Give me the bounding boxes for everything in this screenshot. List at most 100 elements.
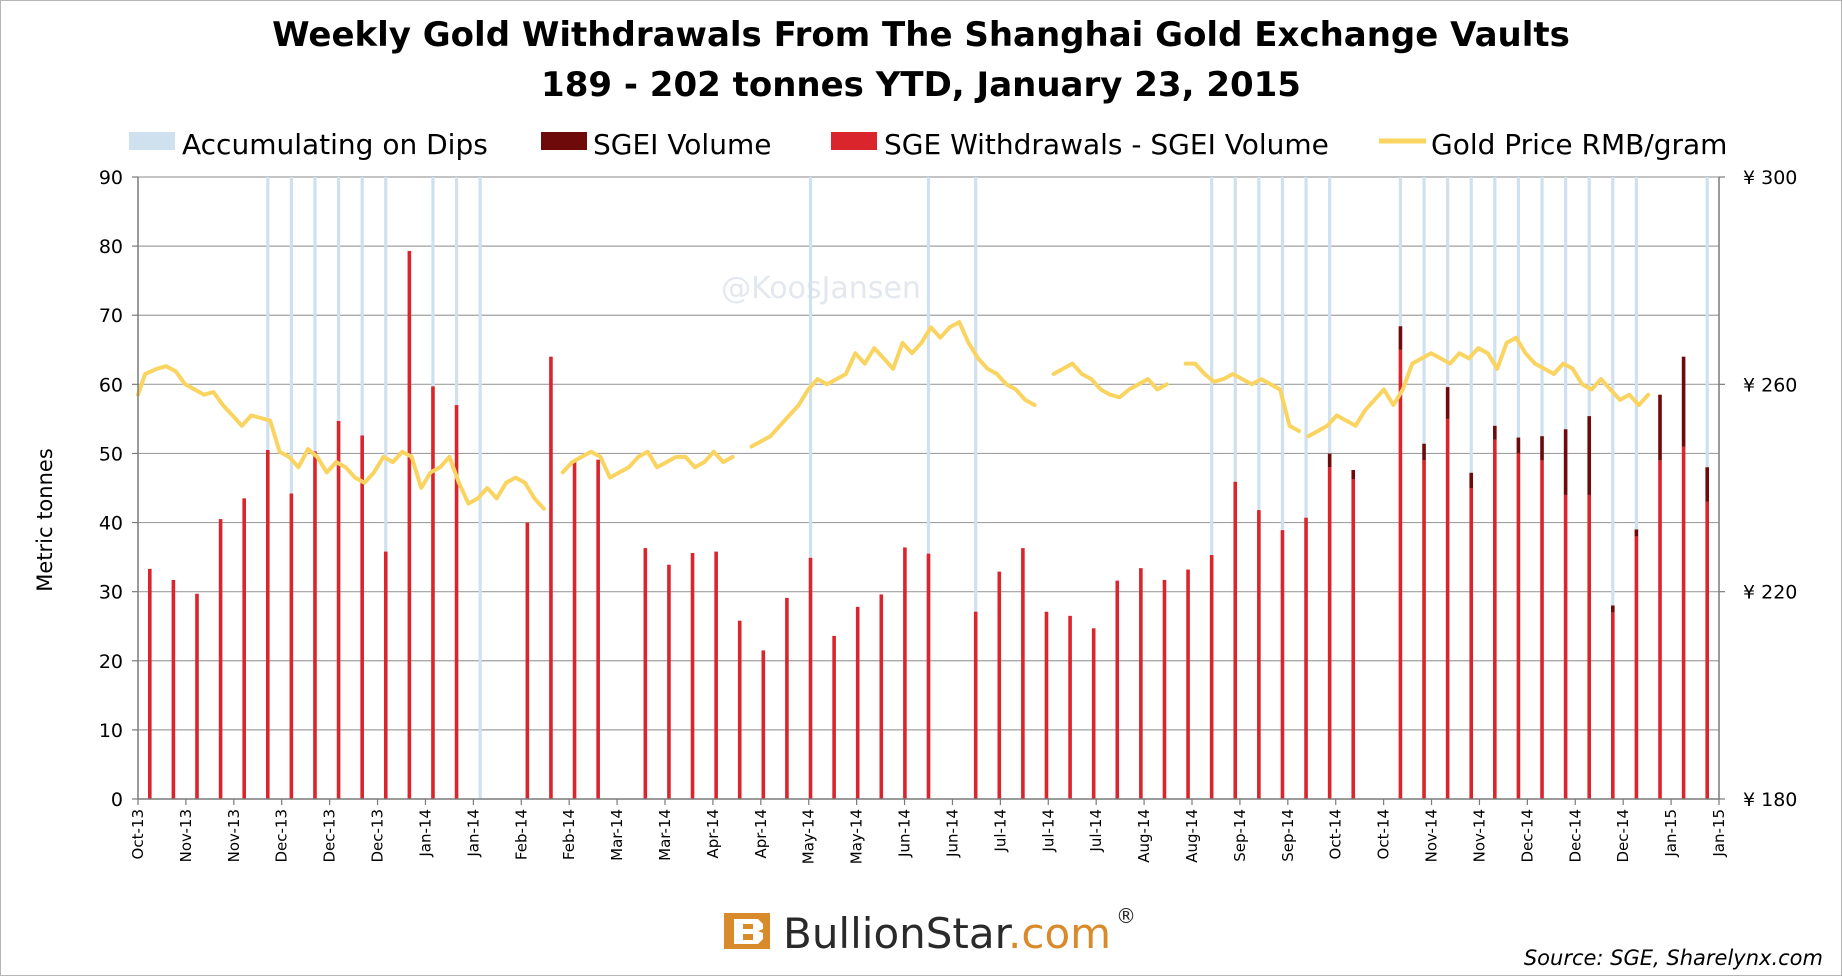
y2-tick-label: ¥ 180 xyxy=(1743,789,1797,811)
x-tick-label: Apr-14 xyxy=(704,809,722,859)
x-tick-label: Aug-14 xyxy=(1135,809,1153,863)
bar-sgei xyxy=(1422,443,1426,461)
bar-sge xyxy=(1257,510,1261,799)
bar-sge xyxy=(832,635,836,799)
bar-sge xyxy=(525,522,530,799)
bar-sge xyxy=(431,386,435,799)
y2-tick-label: ¥ 300 xyxy=(1743,167,1797,189)
chart-title: Weekly Gold Withdrawals From The Shangha… xyxy=(272,15,1570,55)
price-line xyxy=(136,320,1651,511)
bar-sgei xyxy=(1469,472,1474,488)
legend-swatch-sge xyxy=(831,132,877,150)
x-tick-label: Nov-14 xyxy=(1423,809,1441,862)
bar-sge xyxy=(1139,568,1143,799)
bar-sge xyxy=(147,568,152,799)
bar-sge xyxy=(973,611,978,799)
bar-sge xyxy=(1209,555,1214,799)
bar-sgei xyxy=(1563,429,1568,495)
x-tick-label: Aug-14 xyxy=(1183,809,1201,863)
y-tick-label: 10 xyxy=(99,720,123,742)
bar-sge xyxy=(289,493,294,799)
dips-band xyxy=(1210,177,1214,799)
bar-sge xyxy=(407,250,412,800)
legend-label-sgei: SGEI Volume xyxy=(593,128,771,161)
bar-sge xyxy=(1611,612,1615,799)
dips-band xyxy=(1304,177,1308,799)
price-line-segment xyxy=(1051,361,1169,400)
legend-label-price: Gold Price RMB/gram xyxy=(1431,128,1727,161)
chart-subtitle: 189 - 202 tonnes YTD, January 23, 2015 xyxy=(541,65,1301,105)
x-tick-label: Oct-14 xyxy=(1327,809,1345,859)
legend-swatch-dips xyxy=(129,132,175,150)
price-line-segment xyxy=(1306,335,1651,439)
price-line-segment xyxy=(560,449,735,480)
bar-sge xyxy=(1469,488,1474,799)
bar-sge xyxy=(171,579,176,799)
y-axis-label: Metric tonnes xyxy=(33,448,57,592)
x-tick-label: Jul-14 xyxy=(1087,809,1105,853)
x-tick-label: Oct-14 xyxy=(1375,809,1393,859)
x-tick-label: Sep-14 xyxy=(1279,809,1297,862)
bar-sge xyxy=(667,564,671,799)
bar-sge xyxy=(572,461,577,799)
y-tick-label: 30 xyxy=(99,582,123,604)
bar-sge xyxy=(313,451,317,799)
x-tick-label: Jan-14 xyxy=(464,809,482,858)
bar-sge xyxy=(761,650,766,799)
bar-sge xyxy=(1445,418,1450,799)
bar-sge xyxy=(1398,349,1403,799)
y-tick-label: 60 xyxy=(99,374,123,396)
x-tick-label: Jul-14 xyxy=(991,809,1009,853)
x-tick-label: Mar-14 xyxy=(608,809,626,861)
dips-bands xyxy=(266,177,1709,799)
x-tick-label: Dec-13 xyxy=(369,809,387,863)
x-tick-labels: Oct-13 Nov-13 Nov-13 Dec-13 Dec-13 Dec-13 Jan-… xyxy=(129,809,1728,864)
bar-sgei xyxy=(1681,356,1686,447)
bar-sge xyxy=(1091,628,1096,799)
bar-sge xyxy=(383,551,388,799)
bar-sgei xyxy=(1516,437,1521,454)
dips-band xyxy=(1257,177,1261,799)
y-tick-labels: 0 10 20 30 40 50 60 70 80 90 xyxy=(99,167,123,811)
x-tick-label: Jan-15 xyxy=(1662,809,1680,858)
bar-sge xyxy=(1587,494,1592,799)
bar-sge xyxy=(195,593,199,799)
legend-label-sge: SGE Withdrawals - SGEI Volume xyxy=(884,128,1329,161)
y2-tick-label: ¥ 260 xyxy=(1743,374,1797,396)
brand-logo: BullionStar.com ® xyxy=(724,904,1136,958)
price-line-segment xyxy=(1183,361,1301,433)
y2-tick-label: ¥ 220 xyxy=(1743,582,1797,604)
bar-sgei xyxy=(1351,470,1356,480)
x-tick-label: Feb-14 xyxy=(560,809,578,860)
dips-band xyxy=(808,177,813,799)
bar-sge xyxy=(242,498,246,799)
dips-band xyxy=(974,177,978,799)
bar-sge xyxy=(1115,580,1120,799)
y-tick-label: 80 xyxy=(99,236,123,258)
bar-sge xyxy=(808,557,813,799)
bar-sgei xyxy=(1634,529,1639,537)
x-tick-label: Nov-13 xyxy=(225,809,243,862)
bar-sgei xyxy=(1587,416,1592,495)
legend-label-dips: Accumulating on Dips xyxy=(182,128,488,161)
dips-band xyxy=(1280,177,1285,799)
brand-name-main: BullionStar xyxy=(783,909,1013,958)
bar-sge xyxy=(1233,481,1238,799)
bar-sgei xyxy=(1611,605,1615,613)
price-line-segment xyxy=(136,364,546,511)
bar-sge xyxy=(926,553,931,799)
dips-band xyxy=(1634,177,1639,799)
bar-sge xyxy=(1044,611,1049,799)
bar-sge xyxy=(218,519,223,799)
price-line-segment xyxy=(749,320,1037,449)
x-tick-label: Nov-13 xyxy=(177,809,195,862)
bar-sgei xyxy=(1493,425,1497,440)
bar-sge xyxy=(1304,517,1308,799)
bar-sge xyxy=(1681,446,1686,799)
bars xyxy=(147,250,1710,800)
bar-sge xyxy=(454,405,459,799)
bar-sge xyxy=(360,435,364,799)
bar-sge xyxy=(1705,501,1710,799)
bar-sge xyxy=(549,356,553,799)
bar-sge xyxy=(1493,439,1497,799)
